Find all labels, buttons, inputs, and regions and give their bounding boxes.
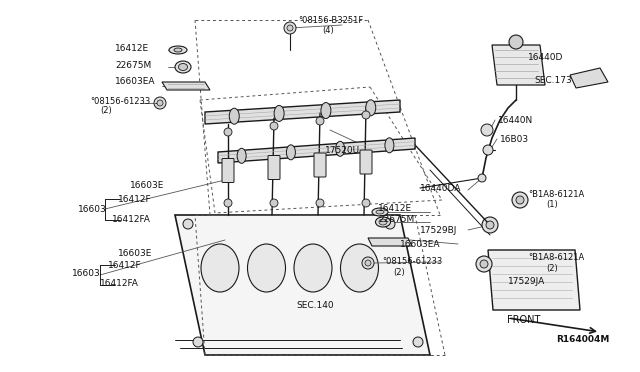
Circle shape	[157, 100, 163, 106]
Ellipse shape	[340, 244, 378, 292]
Circle shape	[481, 124, 493, 136]
Text: 22675M: 22675M	[378, 215, 414, 224]
Circle shape	[413, 337, 423, 347]
Polygon shape	[175, 215, 430, 355]
Text: °08156-61233: °08156-61233	[90, 96, 150, 106]
Ellipse shape	[248, 244, 285, 292]
Circle shape	[224, 199, 232, 207]
Ellipse shape	[335, 141, 344, 156]
Circle shape	[316, 117, 324, 125]
Ellipse shape	[379, 219, 387, 225]
Text: 16603E: 16603E	[130, 180, 164, 189]
Circle shape	[193, 337, 203, 347]
Circle shape	[362, 111, 370, 119]
Circle shape	[316, 199, 324, 207]
Polygon shape	[162, 82, 210, 90]
Circle shape	[287, 25, 293, 31]
Text: 17529BJ: 17529BJ	[420, 225, 458, 234]
Circle shape	[476, 256, 492, 272]
Circle shape	[509, 35, 523, 49]
Ellipse shape	[174, 48, 182, 52]
Circle shape	[270, 199, 278, 207]
Circle shape	[362, 257, 374, 269]
Polygon shape	[205, 100, 400, 124]
Text: 16603: 16603	[78, 205, 107, 214]
Circle shape	[224, 128, 232, 136]
Text: 16603EA: 16603EA	[400, 240, 440, 248]
Text: 16440N: 16440N	[498, 115, 533, 125]
Ellipse shape	[274, 105, 284, 121]
Circle shape	[483, 145, 493, 155]
Text: 16412FA: 16412FA	[100, 279, 139, 289]
Text: (1): (1)	[546, 199, 557, 208]
Text: (2): (2)	[393, 267, 404, 276]
FancyBboxPatch shape	[268, 155, 280, 180]
Text: 16412E: 16412E	[378, 203, 412, 212]
Circle shape	[385, 219, 395, 229]
Text: (2): (2)	[100, 106, 112, 115]
Text: 16603EA: 16603EA	[115, 77, 156, 86]
Text: °B1A8-6121A: °B1A8-6121A	[528, 189, 584, 199]
Ellipse shape	[294, 244, 332, 292]
Circle shape	[486, 221, 494, 229]
Ellipse shape	[169, 46, 187, 54]
Polygon shape	[492, 45, 545, 85]
Text: 16440DA: 16440DA	[420, 183, 461, 192]
FancyBboxPatch shape	[314, 153, 326, 177]
Circle shape	[270, 122, 278, 130]
Polygon shape	[368, 238, 412, 246]
Ellipse shape	[376, 217, 390, 227]
Polygon shape	[488, 250, 580, 310]
Circle shape	[284, 22, 296, 34]
Ellipse shape	[372, 208, 388, 216]
Circle shape	[482, 217, 498, 233]
Ellipse shape	[201, 244, 239, 292]
Text: 16412F: 16412F	[118, 195, 152, 203]
Circle shape	[512, 192, 528, 208]
Text: 22675M: 22675M	[115, 61, 151, 70]
Text: SEC.140: SEC.140	[296, 301, 333, 310]
Text: 16412F: 16412F	[108, 260, 141, 269]
Ellipse shape	[365, 100, 376, 116]
FancyBboxPatch shape	[222, 158, 234, 183]
Ellipse shape	[229, 108, 239, 124]
Polygon shape	[570, 68, 608, 88]
Text: 17529JA: 17529JA	[508, 278, 545, 286]
Text: 16440D: 16440D	[528, 52, 563, 61]
Text: (4): (4)	[322, 26, 333, 35]
Circle shape	[362, 199, 370, 207]
Text: 16412E: 16412E	[115, 44, 149, 52]
Ellipse shape	[321, 103, 331, 119]
Circle shape	[365, 260, 371, 266]
Ellipse shape	[376, 210, 384, 214]
Ellipse shape	[385, 138, 394, 153]
Ellipse shape	[286, 145, 296, 160]
Text: 17520U: 17520U	[325, 145, 360, 154]
Text: (2): (2)	[546, 263, 557, 273]
Circle shape	[516, 196, 524, 204]
Text: 16B03: 16B03	[500, 135, 529, 144]
Text: °B1A8-6121A: °B1A8-6121A	[528, 253, 584, 263]
Ellipse shape	[179, 64, 188, 71]
Circle shape	[154, 97, 166, 109]
Text: 16412FA: 16412FA	[112, 215, 151, 224]
Text: R164004M: R164004M	[556, 336, 609, 344]
Text: °08156-B3251F: °08156-B3251F	[298, 16, 364, 25]
Ellipse shape	[175, 61, 191, 73]
Circle shape	[478, 174, 486, 182]
Text: FRONT: FRONT	[507, 315, 540, 325]
Polygon shape	[218, 138, 415, 163]
Text: 16603: 16603	[72, 269, 100, 279]
Text: °08156-61233: °08156-61233	[382, 257, 442, 266]
Circle shape	[183, 219, 193, 229]
Text: 16603E: 16603E	[118, 248, 152, 257]
Circle shape	[480, 260, 488, 268]
Text: SEC.173: SEC.173	[534, 76, 572, 84]
FancyBboxPatch shape	[360, 150, 372, 174]
Ellipse shape	[237, 148, 246, 163]
